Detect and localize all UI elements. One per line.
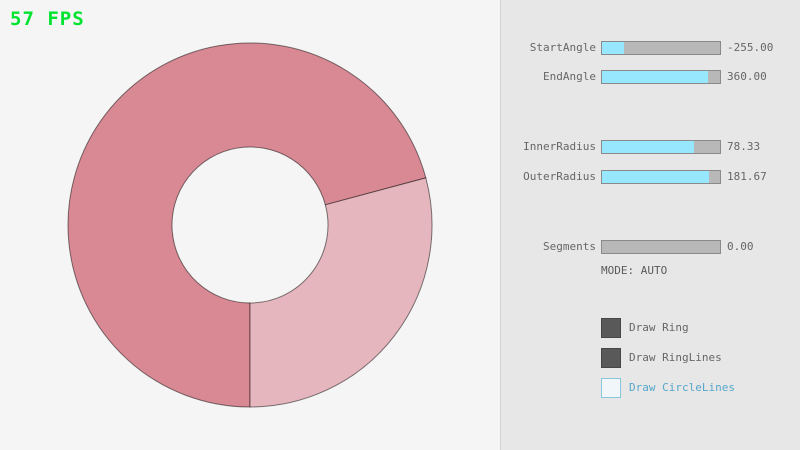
- slider-row: Segments 0.00: [501, 240, 800, 254]
- draw-ring-checkbox[interactable]: [601, 318, 621, 338]
- slider-label-endangle: EndAngle: [543, 70, 596, 83]
- innerradius-slider[interactable]: [601, 140, 721, 154]
- slider-label-innerradius: InnerRadius: [523, 140, 596, 153]
- endangle-value: 360.00: [727, 70, 767, 83]
- slider-label-segments: Segments: [543, 240, 596, 253]
- slider-fill: [602, 42, 625, 54]
- checkbox-row: Draw CircleLines: [501, 378, 800, 398]
- slider-label-startangle: StartAngle: [529, 41, 596, 54]
- slider-row: StartAngle -255.00: [501, 41, 800, 55]
- draw-ring-label: Draw Ring: [629, 321, 689, 334]
- outerradius-value: 181.67: [727, 170, 767, 183]
- endangle-slider[interactable]: [601, 70, 721, 84]
- innerradius-value: 78.33: [727, 140, 761, 153]
- draw-ringlines-checkbox[interactable]: [601, 348, 621, 368]
- slider-row: EndAngle 360.00: [501, 70, 800, 84]
- slider-label-outerradius: OuterRadius: [523, 170, 596, 183]
- slider-fill: [602, 141, 695, 153]
- ring-drawing: [67, 42, 433, 408]
- slider-row: OuterRadius 181.67: [501, 170, 800, 184]
- checkbox-row: Draw RingLines: [501, 348, 800, 368]
- ring-sector-dark: [67, 42, 427, 408]
- controls-panel: StartAngle -255.00 EndAngle 360.00 Inner…: [500, 0, 800, 450]
- draw-circlelines-label: Draw CircleLines: [629, 381, 735, 394]
- checkbox-row: Draw Ring: [501, 318, 800, 338]
- segments-slider[interactable]: [601, 240, 721, 254]
- ring-sector-light: [249, 177, 433, 408]
- fps-counter: 57 FPS: [10, 8, 85, 30]
- slider-fill: [602, 171, 710, 183]
- segments-value: 0.00: [727, 240, 754, 253]
- slider-row: InnerRadius 78.33: [501, 140, 800, 154]
- startangle-value: -255.00: [727, 41, 774, 54]
- startangle-slider[interactable]: [601, 41, 721, 55]
- draw-circlelines-checkbox[interactable]: [601, 378, 621, 398]
- draw-ringlines-label: Draw RingLines: [629, 351, 722, 364]
- slider-fill: [602, 71, 709, 83]
- segments-mode-label: MODE: AUTO: [601, 264, 668, 277]
- render-canvas: 57 FPS: [10, 8, 433, 408]
- outerradius-slider[interactable]: [601, 170, 721, 184]
